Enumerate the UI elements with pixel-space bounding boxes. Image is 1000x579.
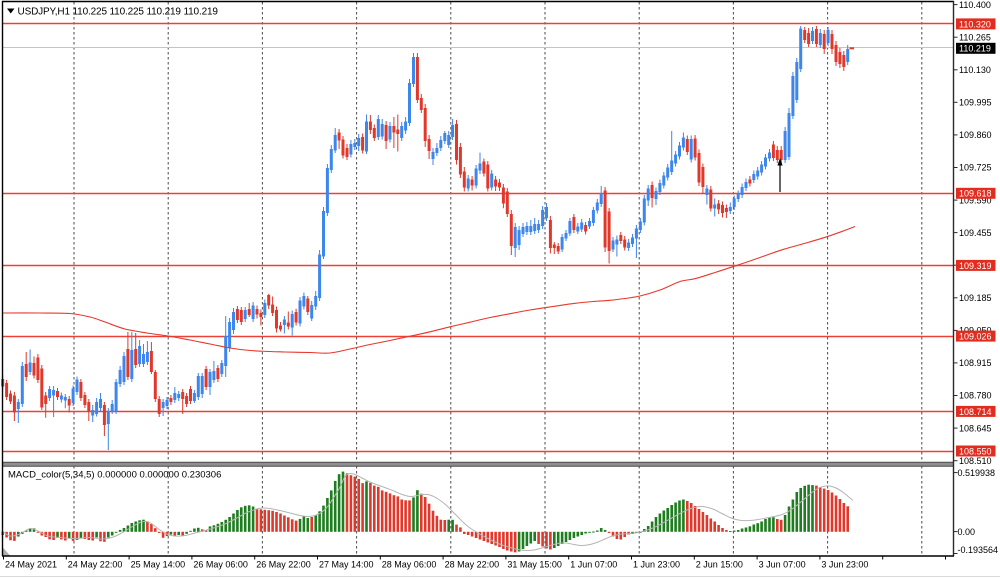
- svg-text:109.618: 109.618: [959, 189, 992, 199]
- svg-text:26 May 06:00: 26 May 06:00: [193, 560, 248, 570]
- svg-text:109.725: 109.725: [959, 163, 992, 173]
- svg-text:24 May 2021: 24 May 2021: [5, 560, 57, 570]
- svg-text:108.550: 108.550: [959, 446, 992, 456]
- svg-text:110.320: 110.320: [959, 19, 991, 29]
- svg-text:109.995: 109.995: [959, 98, 992, 108]
- svg-text:24 May 22:00: 24 May 22:00: [68, 560, 123, 570]
- svg-text:110.400: 110.400: [959, 0, 991, 10]
- svg-text:109.860: 109.860: [959, 130, 992, 140]
- svg-text:1 Jun 07:00: 1 Jun 07:00: [570, 560, 617, 570]
- svg-text:26 May 22:00: 26 May 22:00: [256, 560, 311, 570]
- svg-text:25 May 14:00: 25 May 14:00: [131, 560, 186, 570]
- svg-text:108.915: 108.915: [959, 358, 992, 368]
- svg-text:109.026: 109.026: [959, 332, 992, 342]
- svg-text:0.00: 0.00: [958, 527, 976, 537]
- svg-text:108.714: 108.714: [959, 407, 992, 417]
- svg-text:USDJPY,H1 110.225 110.225 110.: USDJPY,H1 110.225 110.225 110.219 110.21…: [18, 7, 219, 18]
- svg-text:109.319: 109.319: [959, 261, 992, 271]
- svg-text:3 Jun 07:00: 3 Jun 07:00: [759, 560, 806, 570]
- svg-text:31 May 15:00: 31 May 15:00: [507, 560, 562, 570]
- svg-text:2 Jun 15:00: 2 Jun 15:00: [696, 560, 743, 570]
- svg-text:1 Jun 23:00: 1 Jun 23:00: [633, 560, 680, 570]
- svg-text:109.455: 109.455: [959, 228, 992, 238]
- svg-text:28 May 22:00: 28 May 22:00: [445, 560, 500, 570]
- svg-text:27 May 14:00: 27 May 14:00: [319, 560, 374, 570]
- svg-text:109.185: 109.185: [959, 293, 992, 303]
- svg-text:-0.193564: -0.193564: [958, 545, 999, 555]
- svg-text:108.780: 108.780: [959, 391, 992, 401]
- svg-text:28 May 06:00: 28 May 06:00: [382, 560, 437, 570]
- svg-text:110.130: 110.130: [959, 65, 991, 75]
- svg-text:3 Jun 23:00: 3 Jun 23:00: [821, 560, 868, 570]
- svg-text:110.265: 110.265: [959, 32, 991, 42]
- svg-text:110.219: 110.219: [959, 44, 991, 54]
- svg-text:MACD_color(5,34,5) 0.000000 0.: MACD_color(5,34,5) 0.000000 0.000000 0.2…: [8, 470, 221, 481]
- svg-text:0.519938: 0.519938: [958, 468, 996, 478]
- svg-text:108.645: 108.645: [959, 423, 992, 433]
- svg-text:109.590: 109.590: [959, 195, 992, 205]
- svg-text:108.510: 108.510: [959, 456, 992, 466]
